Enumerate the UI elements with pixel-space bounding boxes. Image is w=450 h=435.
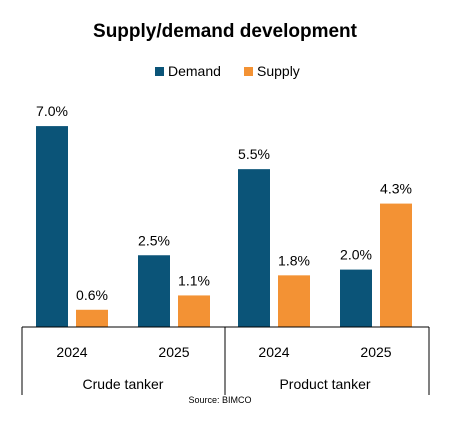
group-label-product-tanker: Product tanker xyxy=(279,376,370,392)
axis-group: 2024 2025 Crude tanker 2024 2025 Product tank… xyxy=(21,326,430,395)
bar-supply-product-tanker-2025 xyxy=(380,203,412,327)
data-labels-group: 7.0% 0.6% 2.5% 1.1% 5.5% 1.8% 2.0% 4.3% xyxy=(36,103,412,303)
bar-demand-product-tanker-2024 xyxy=(238,169,270,327)
category-label-1: 2025 xyxy=(158,344,189,360)
data-label-supply-2: 1.8% xyxy=(278,252,310,268)
legend-swatch-supply xyxy=(244,67,253,76)
data-label-demand-3: 2.0% xyxy=(340,247,372,263)
legend-label-supply: Supply xyxy=(257,63,300,79)
chart-title: Supply/demand development xyxy=(93,21,358,42)
source-note: Source: BIMCO xyxy=(188,395,251,405)
bar-supply-crude-tanker-2025 xyxy=(178,295,210,327)
data-label-demand-1: 2.5% xyxy=(138,232,170,248)
bar-demand-crude-tanker-2025 xyxy=(138,255,170,327)
group-label-crude-tanker: Crude tanker xyxy=(83,376,164,392)
data-label-supply-3: 4.3% xyxy=(380,181,412,197)
data-label-supply-1: 1.1% xyxy=(178,272,210,288)
bar-demand-crude-tanker-2024 xyxy=(36,126,68,327)
legend-swatch-demand xyxy=(155,67,164,76)
category-label-0: 2024 xyxy=(56,344,87,360)
bar-demand-product-tanker-2025 xyxy=(340,269,372,327)
bar-supply-product-tanker-2024 xyxy=(278,275,310,327)
category-label-2: 2024 xyxy=(258,344,289,360)
legend-label-demand: Demand xyxy=(168,63,221,79)
data-label-demand-2: 5.5% xyxy=(238,146,270,162)
bar-supply-crude-tanker-2024 xyxy=(76,309,108,327)
legend: Demand Supply xyxy=(155,63,300,79)
data-label-supply-0: 0.6% xyxy=(76,287,108,303)
bars-group xyxy=(36,126,412,327)
data-label-demand-0: 7.0% xyxy=(36,103,68,119)
category-label-3: 2025 xyxy=(360,344,391,360)
